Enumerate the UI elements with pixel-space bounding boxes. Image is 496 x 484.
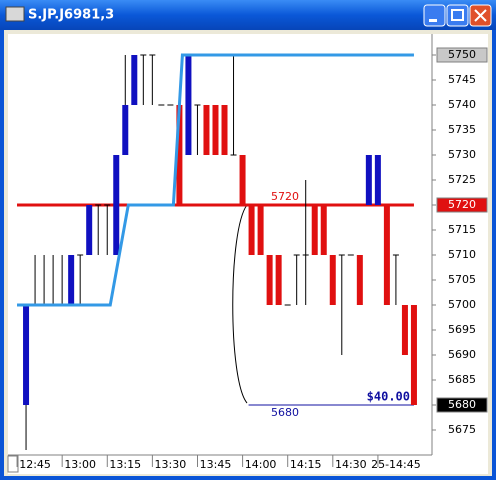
bar-body [257,205,264,255]
y-tick-label: 5685 [448,373,476,386]
price-mark-label: 5750 [448,48,476,61]
y-tick-label: 5715 [448,223,476,236]
bar-body [131,55,138,105]
bar-body [68,255,75,305]
y-tick-label: 5735 [448,123,476,136]
price-mark-label: 5720 [448,198,476,211]
bar-body [374,155,381,205]
bar-body [221,105,228,155]
x-tick-label: 13:45 [200,458,232,471]
title-bar [0,0,496,30]
x-tick-label: 13:00 [64,458,96,471]
bar-body [329,255,336,305]
y-tick-label: 5740 [448,98,476,111]
bar-body [248,205,255,255]
x-tick-label: 14:30 [335,458,367,471]
bar-body [383,205,390,305]
bar-body [410,305,417,405]
bar-body [401,305,408,355]
bar-body [212,105,219,155]
bar-body [239,155,246,205]
bar-body [356,255,363,305]
bar-body [203,105,210,155]
bar-body [365,155,372,205]
bar-body [23,305,30,405]
y-tick-label: 5690 [448,348,476,361]
y-tick-label: 5745 [448,73,476,86]
level-connector [232,204,248,404]
bar-body [122,105,129,155]
price-level-label: 5680 [271,406,299,419]
bar-body [320,205,327,255]
bar-body [86,205,93,255]
bar-body [113,155,120,255]
app-icon [5,6,25,22]
x-tick-label: 12:45 [19,458,51,471]
y-tick-label: 5695 [448,323,476,336]
x-tick-label: 13:15 [109,458,141,471]
y-tick-label: 5675 [448,423,476,436]
chart-background [8,34,488,474]
profit-annotation: $40.00 [367,390,410,404]
window-title: S.JP.J6981,3 [28,8,114,23]
y-tick-label: 5730 [448,148,476,161]
minimize-button[interactable] [423,4,446,27]
x-tick-label: 14:15 [290,458,322,471]
stop-line [17,53,414,307]
scroll-box[interactable] [7,455,19,473]
bar-body [275,255,282,305]
y-tick-label: 5725 [448,173,476,186]
price-mark-box [436,397,488,413]
y-tick-label: 5705 [448,273,476,286]
bar-body [311,205,318,255]
bar-body [176,105,183,205]
bar-body [266,255,273,305]
price-mark-box [436,197,488,213]
x-tick-label: 25-14:45 [371,458,421,471]
price-mark-box [436,47,488,63]
bar-body [185,55,192,155]
y-tick-label: 5710 [448,248,476,261]
maximize-button[interactable] [446,4,469,27]
price-level-label: 5720 [271,190,299,203]
price-mark-label: 5680 [448,398,476,411]
y-tick-label: 5700 [448,298,476,311]
x-tick-label: 14:00 [245,458,277,471]
x-tick-label: 13:30 [155,458,187,471]
close-button[interactable] [469,4,492,27]
